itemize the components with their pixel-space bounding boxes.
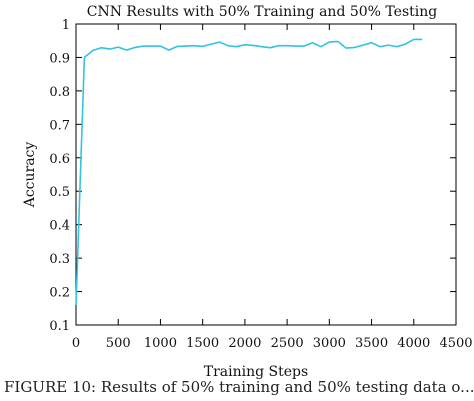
chart-title: CNN Results with 50% Training and 50% Te… xyxy=(87,4,438,20)
figure-caption: FIGURE 10: Results of 50% training and 5… xyxy=(4,378,474,396)
y-tick-label: 0.9 xyxy=(49,51,70,66)
x-tick-label: 500 xyxy=(106,336,131,351)
y-axis-label: Accuracy xyxy=(22,142,38,209)
x-tick-label: 4500 xyxy=(439,336,472,351)
y-axis: 0.1 0.2 0.3 0.4 0.5 0.6 0.7 0.8 0.9 1 xyxy=(49,18,456,334)
x-axis: 0 500 1000 1500 2000 2500 3000 3500 4000 4500 xyxy=(72,24,473,351)
x-tick-label: 1000 xyxy=(144,336,177,351)
y-tick-label: 0.7 xyxy=(49,118,70,133)
y-tick-label: 1 xyxy=(62,18,70,33)
y-tick-label: 0.1 xyxy=(49,319,70,334)
y-tick-label: 0.6 xyxy=(49,152,70,167)
x-tick-label: 4000 xyxy=(397,336,430,351)
y-tick-label: 0.3 xyxy=(49,252,70,267)
x-tick-label: 3500 xyxy=(355,336,388,351)
accuracy-series-line xyxy=(75,38,423,305)
y-tick-label: 0.4 xyxy=(49,219,70,234)
y-tick-label: 0.2 xyxy=(49,286,70,301)
x-tick-label: 3000 xyxy=(313,336,346,351)
x-tick-label: 2500 xyxy=(271,336,304,351)
x-tick-label: 2000 xyxy=(228,336,261,351)
x-tick-label: 0 xyxy=(72,336,80,351)
y-tick-label: 0.8 xyxy=(49,85,70,100)
x-axis-label: Training Steps xyxy=(204,364,308,380)
y-tick-label: 0.5 xyxy=(49,185,70,200)
plot-frame xyxy=(75,23,457,326)
x-tick-label: 1500 xyxy=(186,336,219,351)
